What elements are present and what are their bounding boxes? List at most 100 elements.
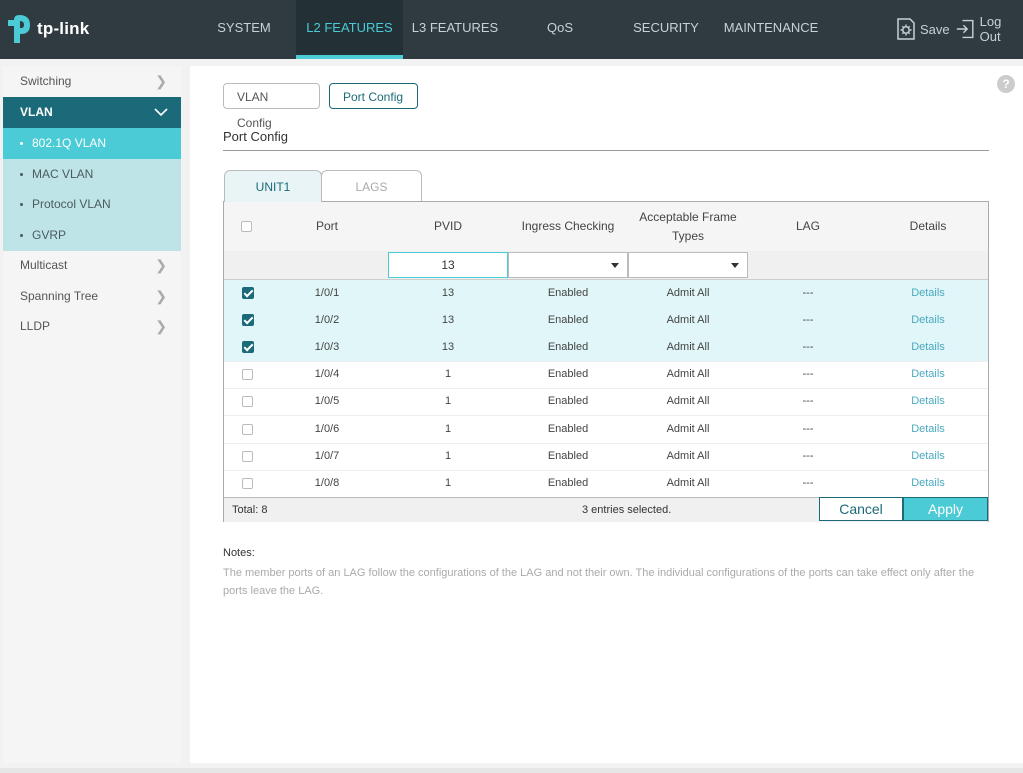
nav-qos[interactable]: QoS (546, 20, 573, 35)
sidebar-item-8021q-vlan[interactable]: 802.1Q VLAN (3, 128, 181, 159)
pvid-cell: 1 (444, 476, 452, 489)
pvid-filter-input[interactable]: 13 (388, 252, 508, 278)
sidebar-item-multicast[interactable]: Multicast ❯ (3, 250, 181, 281)
section-title: Port Config (223, 129, 289, 144)
frame-types-cell: Admit All (666, 368, 710, 381)
table-row[interactable]: 1/0/4 1 Enabled Admit All --- Details (224, 361, 988, 390)
cancel-button[interactable]: Cancel (819, 497, 903, 521)
chevron-right-icon: ❯ (155, 318, 167, 334)
table-row[interactable]: 1/0/2 13 Enabled Admit All --- Details (224, 307, 988, 336)
help-icon[interactable]: ? (997, 75, 1015, 93)
pvid-cell: 1 (444, 449, 452, 462)
row-checkbox[interactable] (242, 287, 254, 299)
bullet-icon (20, 173, 23, 176)
details-link[interactable]: Details (911, 422, 945, 435)
logout-button[interactable]: Log Out (955, 14, 1023, 44)
header-lag: LAG (795, 219, 820, 233)
table-row[interactable]: 1/0/1 13 Enabled Admit All --- Details (224, 280, 988, 308)
sidebar-item-mac-vlan[interactable]: MAC VLAN (3, 159, 181, 190)
details-link[interactable]: Details (911, 287, 945, 299)
filter-row: 13 (224, 251, 988, 280)
sidebar-item-vlan[interactable]: VLAN (3, 97, 181, 128)
frame-types-cell: Admit All (666, 476, 710, 489)
save-button[interactable]: Save (896, 17, 950, 41)
row-checkbox[interactable] (242, 423, 253, 435)
notes-title: Notes: (223, 547, 255, 559)
apply-button[interactable]: Apply (903, 497, 988, 521)
ingress-cell: Enabled (547, 395, 589, 408)
table-row[interactable]: 1/0/5 1 Enabled Admit All --- Details (224, 388, 988, 417)
lag-cell: --- (802, 422, 814, 435)
frame-types-cell: Admit All (666, 449, 710, 462)
nav-system[interactable]: SYSTEM (217, 20, 271, 35)
ingress-cell: Enabled (547, 449, 589, 462)
selected-count: 3 entries selected. (582, 504, 672, 516)
chevron-down-icon (154, 108, 168, 117)
details-link[interactable]: Details (911, 449, 945, 462)
sidebar-item-label: MAC VLAN (32, 167, 94, 181)
chevron-right-icon: ❯ (155, 257, 167, 273)
details-link[interactable]: Details (911, 476, 945, 489)
logout-label: Log Out (979, 14, 1002, 44)
notes-text: The member ports of an LAG follow the co… (223, 567, 975, 597)
sidebar-item-label: VLAN (20, 105, 53, 119)
tab-vlan-config[interactable]: VLAN Config (223, 83, 320, 130)
tp-link-logo[interactable]: tp-link (3, 12, 89, 46)
details-link[interactable]: Details (911, 368, 945, 381)
port-cell: 1/0/3 (314, 341, 340, 354)
row-checkbox[interactable] (242, 314, 254, 327)
tab-port-config[interactable]: Port Config (329, 83, 418, 109)
row-checkbox[interactable] (242, 477, 253, 489)
select-all-checkbox[interactable] (240, 221, 252, 232)
bullet-icon (20, 142, 23, 145)
details-link[interactable]: Details (911, 341, 945, 354)
details-link[interactable]: Details (911, 314, 945, 327)
bullet-icon (20, 234, 23, 237)
table-footer: Total: 8 3 entries selected. Cancel Appl… (224, 497, 988, 522)
table-row[interactable]: 1/0/3 13 Enabled Admit All --- Details (224, 334, 988, 363)
ingress-checking-select[interactable] (508, 252, 628, 278)
sidebar-item-gvrp[interactable]: GVRP (3, 220, 181, 251)
section-divider (223, 150, 989, 151)
table-row[interactable]: 1/0/6 1 Enabled Admit All --- Details (224, 416, 988, 444)
table-row[interactable]: 1/0/8 1 Enabled Admit All --- Details (224, 470, 988, 498)
row-checkbox[interactable] (242, 450, 253, 462)
sidebar-item-protocol-vlan[interactable]: Protocol VLAN (3, 189, 181, 220)
header-pvid: PVID (433, 219, 462, 233)
top-navigation-bar: tp-link SYSTEM L2 FEATURES L3 FEATURES Q… (0, 0, 1023, 59)
logo-text: tp-link (37, 19, 90, 38)
sidebar-item-switching[interactable]: Switching ❯ (3, 66, 181, 97)
sidebar-item-spanning-tree[interactable]: Spanning Tree ❯ (3, 281, 181, 312)
port-cell: 1/0/5 (314, 395, 340, 408)
row-checkbox[interactable] (242, 396, 253, 408)
row-checkbox[interactable] (242, 369, 253, 381)
bottom-bar (0, 768, 1023, 773)
pvid-cell: 1 (444, 368, 452, 381)
pvid-cell: 1 (444, 422, 452, 435)
total-count: Total: 8 (232, 504, 268, 516)
port-cell: 1/0/7 (314, 449, 340, 462)
details-link[interactable]: Details (911, 395, 945, 408)
tp-link-logo-icon (8, 15, 30, 43)
row-checkbox[interactable] (242, 341, 254, 354)
lag-cell: --- (802, 368, 814, 381)
pvid-cell: 13 (441, 287, 455, 299)
nav-l3-features[interactable]: L3 FEATURES (411, 20, 499, 35)
sidebar-item-label: LLDP (20, 319, 51, 333)
pvid-cell: 1 (444, 395, 452, 408)
lag-cell: --- (802, 341, 814, 354)
nav-maintenance[interactable]: MAINTENANCE (723, 20, 819, 35)
tab-unit1[interactable]: UNIT1 (224, 170, 322, 202)
ingress-cell: Enabled (547, 476, 589, 489)
sidebar-item-lldp[interactable]: LLDP ❯ (3, 311, 181, 342)
nav-l2-features[interactable]: L2 FEATURES (296, 0, 403, 59)
frame-types-cell: Admit All (666, 422, 710, 435)
frame-types-cell: Admit All (666, 314, 710, 327)
acceptable-frame-types-select[interactable] (628, 252, 748, 278)
nav-security[interactable]: SECURITY (633, 20, 699, 35)
header-frame-line1: Acceptable Frame (639, 209, 737, 224)
tab-lags[interactable]: LAGS (321, 170, 422, 202)
port-cell: 1/0/1 (314, 287, 340, 299)
pvid-cell: 13 (441, 314, 455, 327)
table-row[interactable]: 1/0/7 1 Enabled Admit All --- Details (224, 443, 988, 471)
